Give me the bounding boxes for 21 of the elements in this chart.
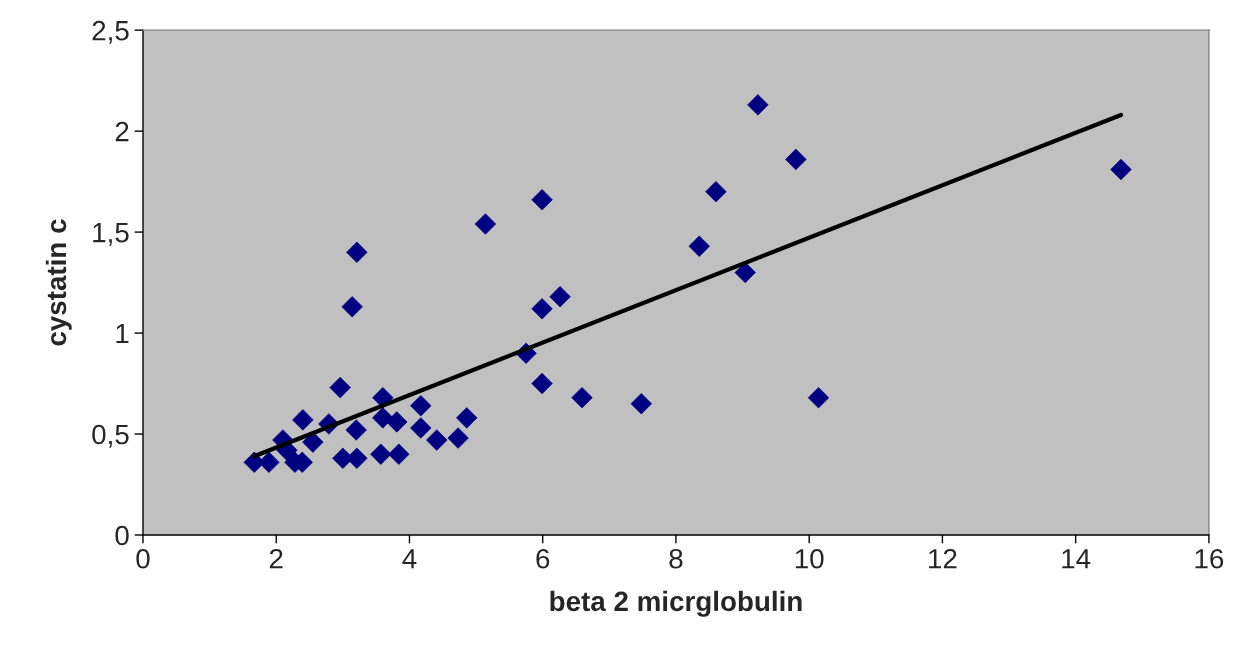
point [456, 407, 478, 429]
x-tick-label: 14 [1062, 549, 1091, 569]
x-tick-label: 2 [269, 548, 283, 569]
x-tick-label: 4 [402, 549, 417, 569]
x-tick-label: 8 [669, 548, 683, 569]
x-tick-label: 6 [536, 548, 550, 569]
x-tick-label: 10 [795, 548, 824, 569]
y-tick-label: 1 [116, 324, 129, 344]
point [447, 427, 469, 449]
y-tick-label: 0,5 [92, 424, 129, 448]
y-tick-label: 0 [115, 525, 129, 546]
point [426, 429, 448, 451]
x-tick-label: 12 [929, 548, 957, 569]
y-tick-label: 1,5 [93, 223, 129, 246]
y-axis-title: cystatin c [45, 219, 72, 346]
point [341, 296, 363, 318]
x-tick-label: 16 [1195, 548, 1224, 569]
x-tick-label: 0 [136, 548, 150, 569]
y-tick-label: 2,5 [92, 20, 129, 44]
y-tick-label: 2 [115, 121, 129, 142]
x-axis-title: beta 2 micrglobulin [550, 590, 802, 617]
